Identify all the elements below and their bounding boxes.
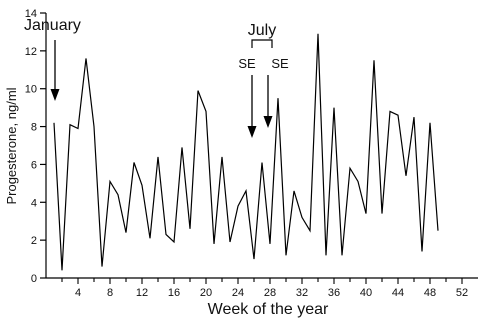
x-tick-label: 12: [136, 287, 148, 299]
x-tick-label: 16: [168, 287, 180, 299]
y-tick-label: 6: [31, 159, 37, 171]
y-tick-label: 14: [25, 8, 37, 20]
y-tick-label: 0: [31, 273, 37, 285]
se-arrow-first: [247, 75, 257, 138]
arrow-head: [247, 126, 257, 138]
july-bracket: [251, 39, 273, 48]
x-tick-label: 28: [264, 287, 276, 299]
x-tick-label: 24: [232, 287, 244, 299]
july-label: July: [248, 22, 276, 39]
x-tick-label: 4: [75, 287, 81, 299]
january-arrow: [50, 40, 60, 101]
x-tick-label: 48: [424, 287, 436, 299]
y-tick-label: 4: [31, 197, 37, 209]
y-tick-label: 8: [31, 122, 37, 134]
y-tick-label: 2: [31, 235, 37, 247]
se-arrow-second: [263, 75, 273, 128]
x-axis-ticks: 4 8 12 16 20 24 28 32 36 40 44 48 52: [61, 278, 468, 299]
x-tick-label: 32: [296, 287, 308, 299]
arrow-head: [263, 116, 273, 128]
x-tick-label: 44: [392, 287, 404, 299]
y-tick-label: 10: [25, 84, 37, 96]
x-tick-label: 8: [107, 287, 113, 299]
y-axis-title: Progesterone, ng/ml: [4, 87, 19, 204]
progesterone-series-line: [53, 33, 439, 271]
x-tick-label: 20: [200, 287, 212, 299]
annotations: [50, 39, 273, 138]
july-bracket-line: [251, 39, 273, 48]
se-label-first: SE: [238, 56, 256, 71]
y-tick-label: 12: [25, 46, 37, 58]
x-tick-label: 40: [360, 287, 372, 299]
x-axis-title: Week of the year: [208, 301, 329, 318]
y-axis-ticks: 0 2 4 6 8 10 12 14: [25, 8, 46, 285]
arrow-head: [50, 89, 60, 101]
x-tick-label: 36: [328, 287, 340, 299]
january-label: January: [24, 17, 81, 34]
x-tick-label: 52: [456, 287, 468, 299]
se-label-second: SE: [271, 56, 289, 71]
